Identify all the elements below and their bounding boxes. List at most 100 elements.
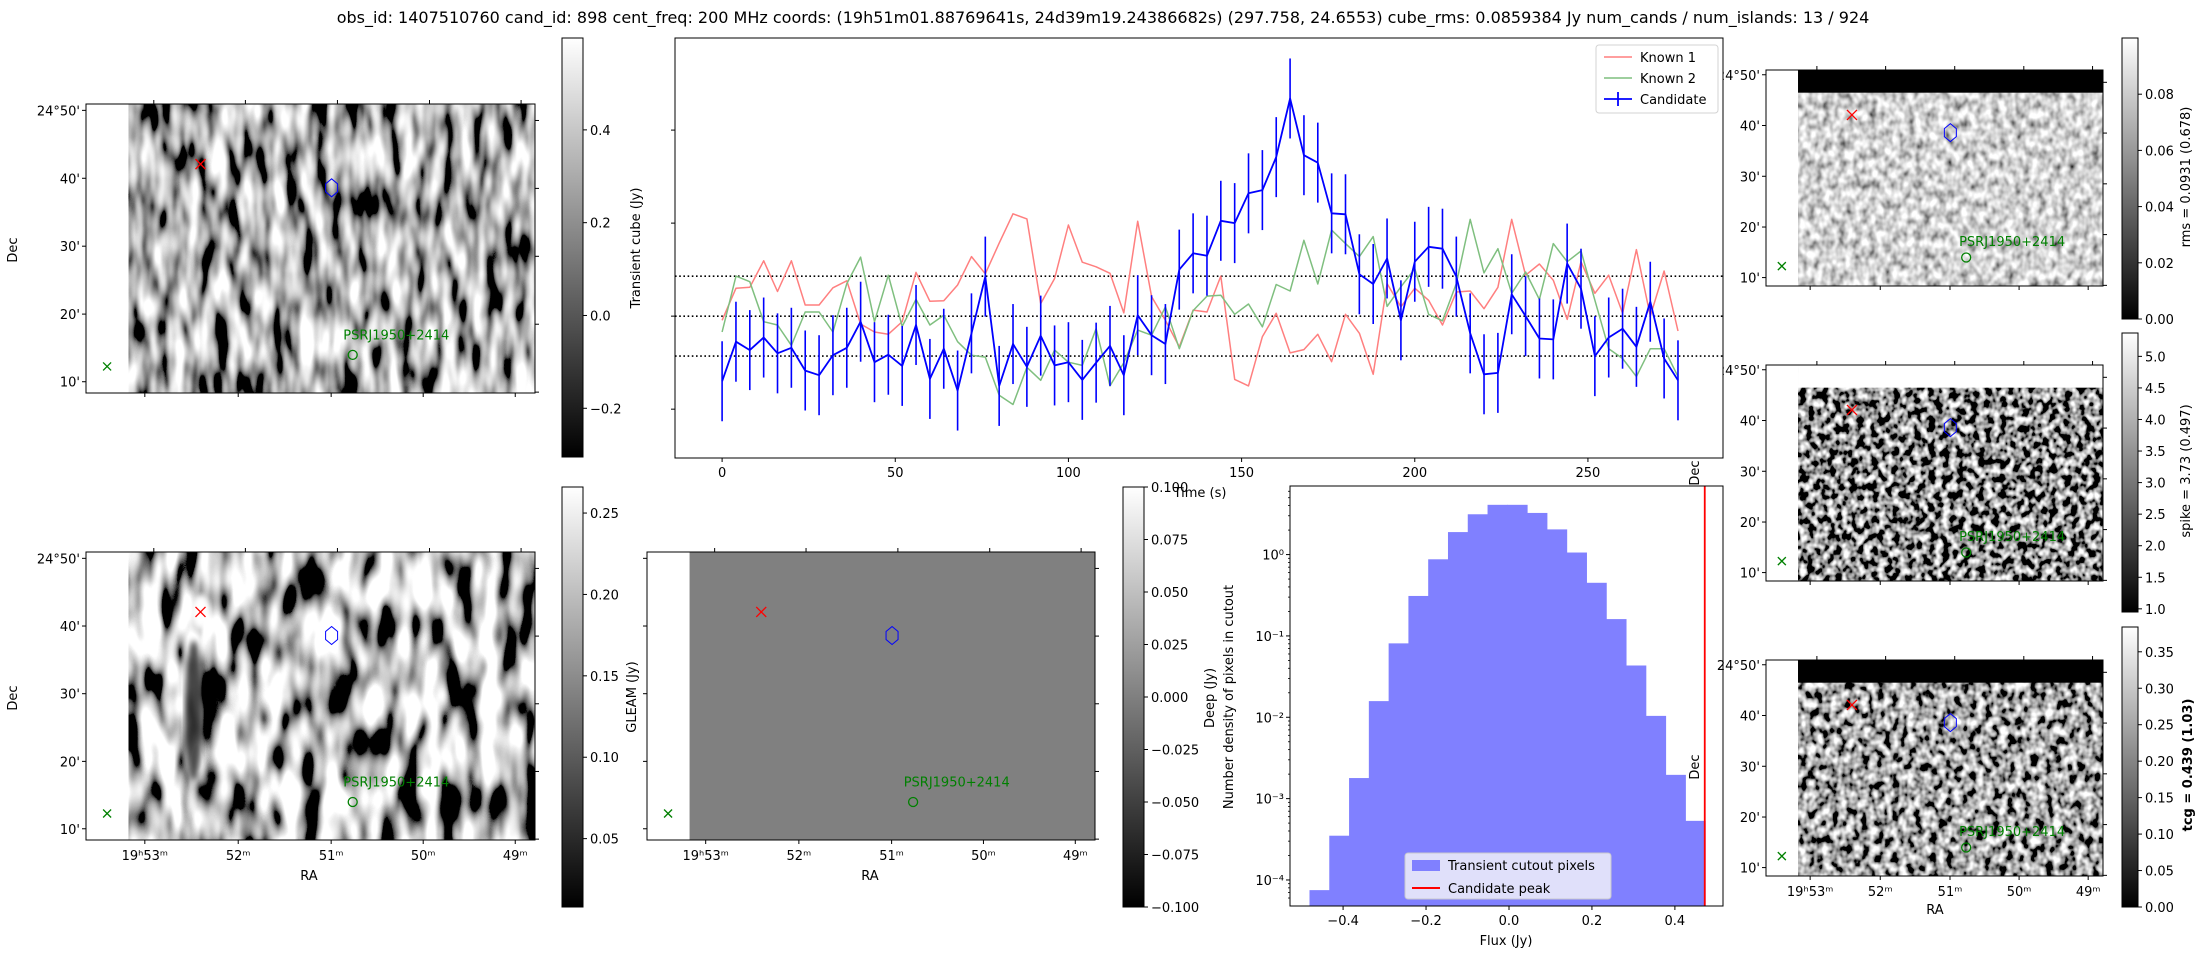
green-cross-icon — [102, 361, 112, 371]
colorbar-tick-label: 0.08 — [2145, 88, 2174, 103]
dec-tick-label: 40' — [1740, 710, 1760, 725]
rms-image — [1798, 70, 2103, 286]
colorbar-label: tcg = 0.439 (1.03) — [2181, 699, 2196, 832]
histogram-bar — [1487, 504, 1508, 906]
lightcurve-frame — [674, 37, 1724, 459]
dec-tick-label: 30' — [60, 240, 80, 255]
legend-swatch — [1412, 860, 1440, 871]
dec-tick-label: 40' — [60, 172, 80, 187]
ra-tick-label: 19ʰ53ᵐ — [682, 849, 728, 864]
colorbar-tick-label: 5.0 — [2145, 350, 2166, 365]
histogram-bar — [1606, 619, 1627, 906]
histogram-bar — [1388, 643, 1409, 906]
ra-axis-label: RA — [1926, 903, 1944, 918]
dec-tick-label: 40' — [1740, 120, 1760, 135]
colorbar-tick-label: 0.10 — [2145, 828, 2174, 843]
colorbar-tick-label: 0.075 — [1151, 534, 1188, 549]
colorbar-tick-label: 0.30 — [2145, 682, 2174, 697]
colorbar-tick-label: 0.25 — [2145, 719, 2174, 734]
ra-tick-label: 49ᵐ — [1063, 849, 1088, 864]
tcg-image — [1798, 660, 2103, 876]
rms-frame — [1765, 69, 2104, 287]
colorbar-tick-label: 0.025 — [1151, 639, 1188, 654]
known-source-circle-icon — [347, 349, 358, 361]
colorbar-tick-label: 4.0 — [2145, 413, 2166, 428]
known-source-circle-icon — [1961, 547, 1972, 558]
series-line-known-2 — [721, 218, 1679, 406]
dec-tick-label: 10' — [1740, 272, 1760, 287]
colorbar-tick-label: 4.5 — [2145, 382, 2166, 397]
x-tick-label: −0.4 — [1327, 914, 1359, 929]
colorbar-tick-label: 0.10 — [590, 751, 619, 766]
known-source-circle-icon — [347, 796, 358, 808]
colorbar-gradient — [2121, 626, 2139, 908]
colorbar-tick-label: 0.2 — [590, 217, 611, 232]
dec-tick-label: 20' — [1740, 811, 1760, 826]
red-cross-icon — [755, 606, 767, 618]
histogram-bar — [1546, 529, 1568, 906]
ra-tick-label: 19ʰ53ᵐ — [122, 849, 168, 864]
dec-axis-label: Dec — [1688, 460, 1703, 485]
tcg-image-panel: PSRJ1950+2414 24°50' 40' 30' 20' 10' 19ʰ53ᵐ 52ᵐ… — [1688, 656, 2107, 918]
rms-colorbar: 0.00 0.02 0.04 0.06 0.08 rms = 0.0931 (0.678) — [2121, 37, 2194, 328]
dec-tick-label: 20' — [60, 755, 80, 770]
candidate-ellipse-icon — [1943, 122, 1957, 143]
legend-label: Known 1 — [1640, 51, 1696, 66]
ra-tick-label: 50ᵐ — [2007, 885, 2032, 900]
candidate-ellipse-icon — [325, 625, 339, 646]
gleam-image-panel: PSRJ1950+2414 19ʰ53ᵐ 52ᵐ 51ᵐ 50ᵐ 49ᵐ RA — [643, 548, 1099, 884]
known-source-label: PSRJ1950+2414 — [1959, 235, 2065, 250]
colorbar-tick-label: 0.00 — [2145, 313, 2174, 328]
colorbar-tick-label: 0.04 — [2145, 201, 2174, 216]
dec-tick-label: 24°50' — [1717, 364, 1760, 379]
gleam-image — [689, 552, 1095, 840]
transient-image — [128, 104, 535, 393]
colorbar-tick-label: 0.25 — [590, 507, 619, 522]
colorbar-tick-label: 0.100 — [1151, 481, 1188, 496]
dark-streak — [184, 640, 203, 781]
histogram-bar — [1586, 582, 1607, 906]
colorbar-tick-label: 0.050 — [1151, 586, 1188, 601]
deep-image-panel: PSRJ1950+2414 24°50' 40' 30' 20' 10' 19ʰ53ᵐ 52ᵐ… — [6, 548, 539, 884]
colorbar-gradient — [2121, 332, 2139, 613]
ra-tick-label: 50ᵐ — [971, 849, 996, 864]
colorbar-tick-label: 0.35 — [2145, 646, 2174, 661]
colorbar-tick-label: 0.20 — [2145, 755, 2174, 770]
series-line-candidate — [721, 97, 1679, 392]
ra-tick-label: 51ᵐ — [319, 849, 344, 864]
x-tick-label: 100 — [1056, 466, 1081, 481]
x-axis-label: Time (s) — [1173, 486, 1227, 501]
plot-area — [675, 38, 1723, 458]
colorbar-tick-label: −0.100 — [1151, 901, 1199, 916]
y-tick-label: 10⁻⁴ — [1255, 874, 1284, 889]
known-source-circle-icon — [907, 796, 919, 808]
histogram-bar — [1408, 595, 1429, 906]
red-cross-icon — [1846, 699, 1858, 711]
x-tick-label: −0.2 — [1410, 914, 1442, 929]
y-axis-label: Number density of pixels in cutout — [1222, 585, 1237, 809]
known-source-label: PSRJ1950+2414 — [343, 776, 449, 791]
dec-tick-label: 30' — [1740, 465, 1760, 480]
colorbar-tick-label: 0.05 — [2145, 865, 2174, 880]
transient-frame — [85, 103, 536, 394]
ra-tick-label: 52ᵐ — [787, 849, 812, 864]
lightcurve-chart: 0 50 100 150 200 250 Time (s) Known 1 Known 2 Can… — [671, 37, 1724, 501]
spike-image-panel: PSRJ1950+2414 24°50' 40' 30' 20' 10' Dec — [1688, 361, 2107, 585]
histogram-bar — [1428, 559, 1449, 906]
colorbar-tick-label: 0.06 — [2145, 144, 2174, 159]
colorbar-tick-label: 0.05 — [590, 833, 619, 848]
histogram-bar — [1566, 552, 1587, 906]
y-tick-label: 10⁻² — [1255, 711, 1284, 726]
histogram-bar — [1665, 774, 1686, 906]
legend-label: Candidate peak — [1448, 882, 1551, 897]
colorbar-tick-label: 0.20 — [590, 588, 619, 603]
dec-tick-label: 10' — [1740, 862, 1760, 877]
red-cross-icon — [195, 158, 206, 170]
colorbar-tick-label: 0.4 — [590, 124, 611, 139]
colorbar-label: GLEAM (Jy) — [625, 661, 640, 732]
ra-tick-label: 19ʰ53ᵐ — [1787, 885, 1833, 900]
transient-image-panel: PSRJ1950+2414 24°50' 40' 30' 20' 10' Dec — [6, 100, 539, 397]
x-tick-label: 0.0 — [1499, 914, 1520, 929]
deep-colorbar: 0.05 0.10 0.15 0.20 0.25 GLEAM (Jy) — [561, 486, 640, 908]
tcg-colorbar: 0.00 0.05 0.10 0.15 0.20 0.25 0.30 0.35 tcg = 0.… — [2121, 626, 2196, 916]
